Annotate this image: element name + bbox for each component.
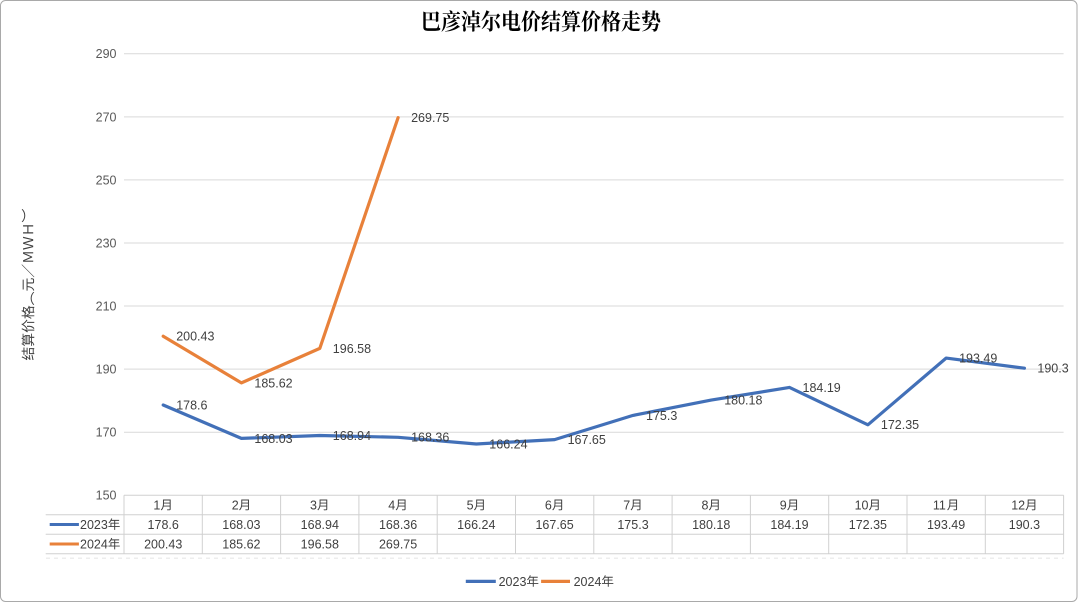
svg-text:180.18: 180.18 (724, 394, 762, 408)
svg-text:3: 3 (310, 498, 317, 512)
svg-text:9: 9 (780, 498, 787, 512)
svg-text:184.19: 184.19 (770, 518, 808, 532)
svg-text:7: 7 (623, 498, 630, 512)
svg-text:185.62: 185.62 (254, 376, 292, 390)
svg-text:250: 250 (96, 173, 117, 187)
svg-text:190.3: 190.3 (1009, 518, 1040, 532)
svg-text:196.58: 196.58 (333, 342, 371, 356)
svg-text:193.49: 193.49 (927, 518, 965, 532)
svg-text:12: 12 (1011, 498, 1025, 512)
svg-text:166.24: 166.24 (457, 518, 495, 532)
svg-text:168.03: 168.03 (222, 518, 260, 532)
svg-text:1: 1 (153, 498, 160, 512)
svg-text:184.19: 184.19 (803, 381, 841, 395)
svg-text:175.3: 175.3 (646, 409, 677, 423)
svg-text:196.58: 196.58 (301, 537, 339, 551)
svg-text:193.49: 193.49 (959, 352, 997, 366)
svg-text:185.62: 185.62 (222, 537, 260, 551)
svg-text:172.35: 172.35 (881, 418, 919, 432)
svg-text:175.3: 175.3 (617, 518, 648, 532)
svg-text:2: 2 (232, 498, 239, 512)
svg-text:200.43: 200.43 (144, 537, 182, 551)
svg-text:168.03: 168.03 (254, 432, 292, 446)
svg-text:8: 8 (702, 498, 709, 512)
svg-text:190.3: 190.3 (1037, 362, 1068, 376)
svg-text:2024: 2024 (80, 537, 108, 551)
svg-text:6: 6 (545, 498, 552, 512)
svg-text:168.36: 168.36 (379, 518, 417, 532)
svg-text:190: 190 (96, 363, 117, 377)
svg-text:166.24: 166.24 (489, 437, 527, 451)
svg-text:168.36: 168.36 (411, 431, 449, 445)
svg-text:11: 11 (933, 498, 946, 512)
svg-text:2023: 2023 (499, 575, 527, 589)
svg-text:270: 270 (96, 110, 117, 124)
svg-text:178.6: 178.6 (176, 398, 207, 412)
svg-text:269.75: 269.75 (411, 111, 449, 125)
svg-text:10: 10 (855, 498, 869, 512)
svg-text:5: 5 (467, 498, 474, 512)
svg-text:200.43: 200.43 (176, 330, 214, 344)
svg-text:172.35: 172.35 (849, 518, 887, 532)
svg-text:178.6: 178.6 (148, 518, 179, 532)
svg-text:4: 4 (388, 498, 395, 512)
svg-text:269.75: 269.75 (379, 537, 417, 551)
svg-text:170: 170 (96, 426, 117, 440)
svg-text:2024: 2024 (574, 575, 602, 589)
svg-text:168.94: 168.94 (333, 429, 371, 443)
svg-text:168.94: 168.94 (301, 518, 339, 532)
svg-text:230: 230 (96, 236, 117, 250)
svg-text:167.65: 167.65 (535, 518, 573, 532)
svg-text:290: 290 (96, 47, 117, 61)
svg-text:210: 210 (96, 299, 117, 313)
svg-text:180.18: 180.18 (692, 518, 730, 532)
svg-text:167.65: 167.65 (568, 433, 606, 447)
svg-text:2023: 2023 (80, 518, 108, 532)
svg-text:150: 150 (96, 489, 117, 503)
